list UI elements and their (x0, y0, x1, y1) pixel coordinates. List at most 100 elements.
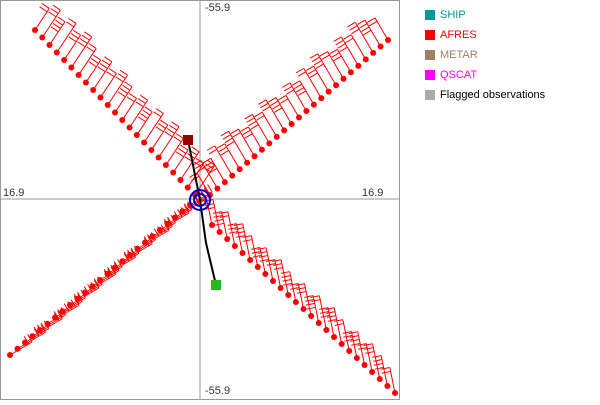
obs-dot (104, 270, 111, 277)
barb-feather (66, 21, 75, 28)
obs-dot (112, 264, 118, 271)
obs-dot (244, 159, 251, 166)
barb-staff (250, 235, 259, 268)
obs-dot (155, 154, 162, 161)
barb-staff (372, 343, 381, 380)
barb-feather (325, 307, 335, 311)
barb-feather (99, 63, 108, 69)
obs-dot (141, 139, 148, 146)
barb-feather (235, 231, 245, 234)
barb-feather (283, 282, 293, 286)
legend-swatch (425, 50, 435, 60)
barb-feather (218, 211, 228, 214)
obs-dot (104, 102, 111, 108)
barb-feather (295, 67, 305, 74)
barb-feather (280, 98, 289, 104)
obs-dot (52, 314, 58, 321)
barb-staff (63, 34, 82, 61)
barb-feather (274, 107, 283, 113)
barb-staff (299, 80, 315, 105)
barb-feather (233, 223, 243, 227)
barb-feather (304, 295, 314, 298)
barb-feather (227, 223, 237, 226)
obs-dot (112, 109, 118, 116)
barb-feather (256, 115, 265, 121)
barb-feather (342, 331, 352, 334)
barb-feather (243, 239, 253, 242)
barb-staff (129, 99, 149, 128)
obs-dot (370, 49, 377, 56)
barb-feather (208, 148, 218, 155)
obs-dot (164, 220, 171, 227)
barb-feather (315, 63, 324, 69)
legend-swatch (425, 10, 435, 20)
barb-feather (250, 124, 259, 130)
barb-feather (173, 136, 182, 143)
obs-dot (216, 229, 223, 235)
barb-feather (262, 106, 271, 112)
obs-dot (32, 27, 38, 33)
barb-feather (248, 120, 257, 127)
obs-dot (162, 162, 169, 168)
barb-feather (319, 51, 328, 57)
track-end (211, 280, 221, 290)
legend-label: Flagged observations (440, 89, 546, 101)
barb-staff (143, 113, 164, 143)
barb-feather (122, 84, 131, 91)
axis-label-bottom: -55.9 (205, 385, 230, 397)
barb-staff (70, 36, 93, 68)
barb-staff (100, 73, 117, 98)
barb-feather (128, 93, 137, 99)
barb-feather (295, 87, 305, 93)
barb-feather (319, 307, 329, 310)
barb-feather (307, 69, 316, 75)
barb-staff (380, 355, 388, 387)
barb-feather (229, 230, 239, 234)
obs-dot (224, 236, 231, 242)
barb-staff (180, 151, 200, 181)
obs-dot (82, 289, 88, 296)
barb-feather (347, 21, 356, 28)
barb-feather (337, 43, 346, 49)
barb-feather (215, 222, 225, 226)
barb-feather (106, 71, 115, 78)
barb-staff (312, 295, 320, 324)
barb-feather (207, 184, 213, 193)
obs-dot (142, 239, 148, 246)
obs-dot (251, 153, 258, 160)
barb-feather (93, 54, 102, 61)
legend-label: SHIP (440, 9, 466, 21)
barb-staff (122, 243, 153, 262)
barb-feather (244, 114, 253, 120)
obs-dot (331, 334, 337, 340)
obs-dot (362, 56, 369, 63)
barb-feather (259, 258, 269, 262)
axis-label-top: -55.9 (205, 2, 230, 14)
barb-feather (349, 25, 358, 31)
barb-feather (281, 275, 291, 278)
obs-dot (315, 320, 322, 326)
obs-dot (97, 277, 103, 283)
obs-dot (229, 172, 236, 179)
obs-dot (37, 327, 43, 333)
barb-feather (242, 235, 252, 238)
obs-dot (126, 124, 133, 131)
barb-feather (117, 73, 126, 79)
barb-staff (265, 99, 285, 131)
obs-dot (82, 79, 89, 86)
barb-staff (84, 274, 116, 293)
barb-feather (309, 72, 318, 78)
barb-feather (104, 56, 113, 63)
obs-dot (221, 179, 228, 186)
barb-feather (52, 4, 61, 11)
barb-feather (251, 247, 261, 250)
barb-staff (261, 111, 278, 138)
barb-staff (354, 22, 374, 54)
barb-feather (272, 263, 282, 266)
obs-dot (384, 383, 391, 389)
barb-feather (68, 36, 77, 43)
legend-label: QSCAT (440, 69, 477, 81)
barb-staff (210, 158, 226, 183)
barb-feather (270, 100, 279, 106)
barb-feather (139, 94, 148, 101)
